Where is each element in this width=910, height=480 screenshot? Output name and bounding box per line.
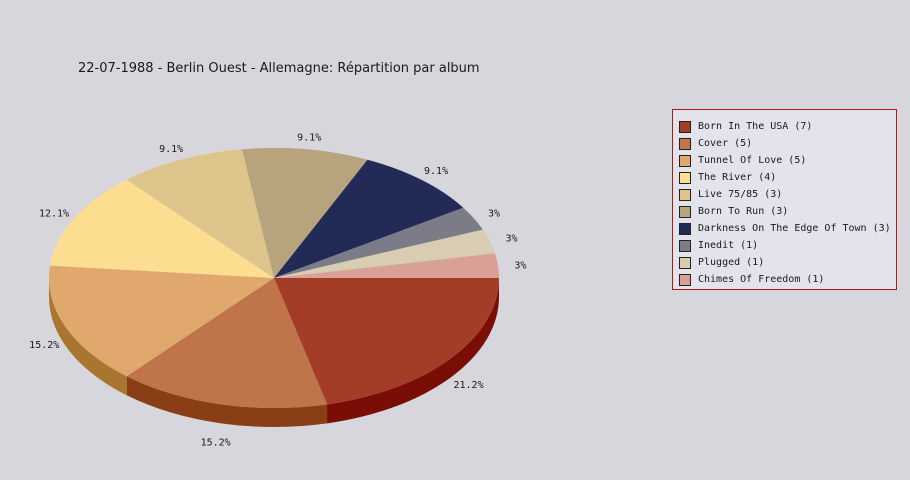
- legend-swatch: [679, 256, 691, 269]
- legend-label: The River (4): [698, 172, 777, 183]
- legend-label: Inedit (1): [698, 240, 759, 251]
- legend-item-born-to-run: Born To Run (3): [679, 203, 896, 220]
- legend-label: Live 75/85 (3): [698, 189, 783, 200]
- pie-label-inedit: 3%: [488, 208, 500, 219]
- pie-label-born-to-run: 9.1%: [297, 132, 321, 143]
- legend-item-chimes-of-freedom: Chimes Of Freedom (1): [679, 271, 896, 288]
- pie-label-tunnel-of-love: 15.2%: [29, 340, 59, 351]
- pie-side-cover: [126, 376, 328, 427]
- legend-item-tunnel-of-love: Tunnel Of Love (5): [679, 152, 896, 169]
- legend-item-inedit: Inedit (1): [679, 237, 896, 254]
- legend-item-the-river: The River (4): [679, 169, 896, 186]
- legend-label: Darkness On The Edge Of Town (3): [698, 223, 891, 234]
- pie-label-chimes-of-freedom: 3%: [514, 260, 526, 271]
- legend-swatch: [679, 137, 691, 150]
- pie-slice-inedit: [274, 207, 483, 278]
- pie-slice-tunnel-of-love: [48, 265, 275, 377]
- pie-slice-live-75-85: [126, 149, 274, 278]
- legend-item-live-75-85: Live 75/85 (3): [679, 186, 896, 203]
- legend-label: Born In The USA (7): [698, 121, 813, 132]
- pie-label-darkness-on-the-edge-of-town: 9.1%: [424, 166, 448, 177]
- legend-swatch: [679, 154, 691, 167]
- pie-side-born-in-the-usa: [327, 278, 499, 424]
- legend-item-darkness-on-the-edge-of-town: Darkness On The Edge Of Town (3): [679, 220, 896, 237]
- legend-swatch: [679, 222, 691, 235]
- pie-side-tunnel-of-love: [49, 278, 127, 396]
- pie-slice-cover: [126, 278, 328, 409]
- pie-slice-darkness-on-the-edge-of-town: [274, 159, 464, 278]
- legend-swatch: [679, 171, 691, 184]
- legend-swatch: [679, 188, 691, 201]
- legend-label: Cover (5): [698, 138, 753, 149]
- pie-label-the-river: 12.1%: [39, 208, 69, 219]
- legend-label: Tunnel Of Love (5): [698, 155, 807, 166]
- pie-label-live-75-85: 9.1%: [159, 144, 183, 155]
- legend-item-cover: Cover (5): [679, 135, 896, 152]
- legend-label: Plugged (1): [698, 257, 765, 268]
- pie-slice-plugged: [274, 229, 495, 278]
- legend-swatch: [679, 205, 691, 218]
- legend-item-plugged: Plugged (1): [679, 254, 896, 271]
- legend-swatch: [679, 120, 691, 133]
- chart-title: 22-07-1988 - Berlin Ouest - Allemagne: R…: [78, 61, 480, 76]
- pie-label-plugged: 3%: [505, 234, 517, 245]
- legend-label: Born To Run (3): [698, 206, 789, 217]
- legend-swatch: [679, 273, 691, 286]
- legend: Born In The USA (7) Cover (5) Tunnel Of Lo…: [672, 109, 897, 290]
- pie-slice-born-to-run: [241, 148, 368, 278]
- legend-label: Chimes Of Freedom (1): [698, 274, 825, 285]
- legend-swatch: [679, 239, 691, 252]
- legend-item-born-in-the-usa: Born In The USA (7): [679, 118, 896, 135]
- pie-slice-the-river: [50, 179, 275, 278]
- pie-label-cover: 15.2%: [201, 437, 231, 448]
- pie-slice-born-in-the-usa: [274, 278, 499, 405]
- pie-slice-chimes-of-freedom: [274, 253, 499, 278]
- pie-label-born-in-the-usa: 21.2%: [453, 380, 483, 391]
